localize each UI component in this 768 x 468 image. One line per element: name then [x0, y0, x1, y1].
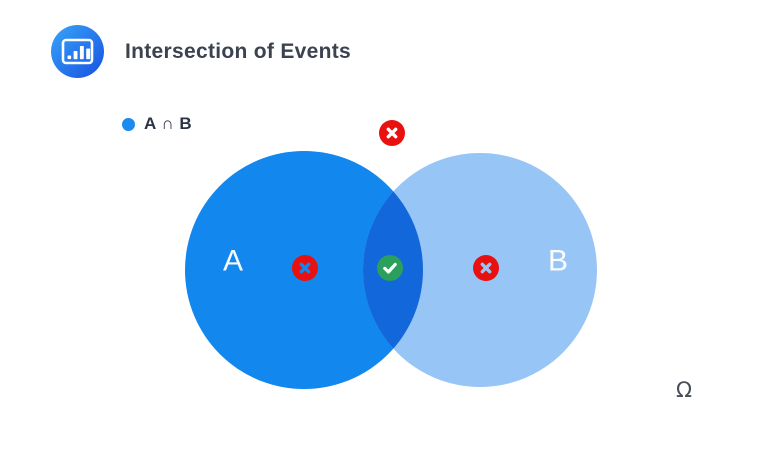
marker-intersection	[377, 255, 403, 281]
check-icon	[383, 262, 397, 274]
set-a-label: A	[223, 245, 243, 278]
marker-outside	[379, 120, 405, 146]
legend-dot-icon	[122, 117, 135, 131]
bar-chart-icon	[61, 38, 94, 65]
x-icon	[299, 262, 311, 274]
app-logo	[51, 25, 104, 78]
marker-region-a	[292, 255, 318, 281]
legend: A ∩ B	[122, 114, 192, 134]
marker-region-b	[473, 255, 499, 281]
set-b-label: B	[548, 245, 568, 278]
page-title: Intersection of Events	[125, 39, 351, 63]
x-icon	[480, 262, 492, 274]
x-icon	[386, 127, 398, 139]
header: Intersection of Events	[51, 25, 351, 78]
sample-space-label: Ω	[675, 378, 693, 402]
legend-label: A ∩ B	[144, 114, 193, 133]
logo-circle	[51, 25, 104, 78]
